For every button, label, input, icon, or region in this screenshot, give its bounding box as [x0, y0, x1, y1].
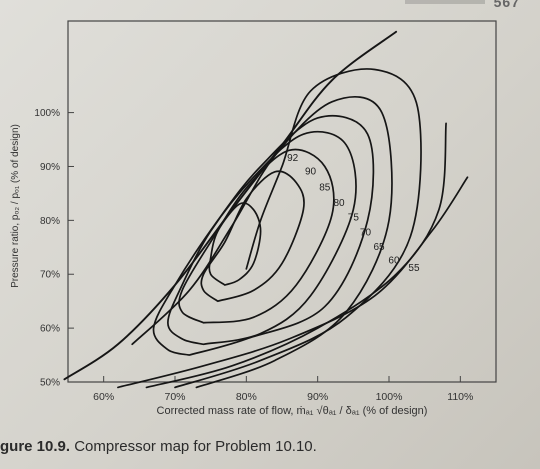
speed-label-70: 70	[360, 227, 372, 238]
x-tick-marks: 60% 70% 80% 90% 100% 110%	[93, 376, 473, 403]
speed-line-85	[178, 148, 335, 324]
speed-line-92	[208, 202, 262, 286]
y-tick-label-1: 60%	[40, 324, 60, 335]
figure-caption: gure 10.9. Compressor map for Problem 10…	[0, 438, 317, 455]
speed-line-60	[145, 122, 447, 389]
page-top-strip	[405, 0, 485, 4]
speed-label-90: 90	[305, 167, 317, 178]
x-tick-label-4: 100%	[376, 391, 403, 403]
y-tick-label-4: 90%	[40, 162, 60, 173]
speed-line-65	[174, 68, 422, 389]
speed-line-55	[117, 176, 469, 389]
figure-caption-label: gure 10.9.	[0, 438, 71, 455]
x-tick-label-0: 60%	[93, 391, 114, 403]
y-tick-label-2: 70%	[40, 270, 60, 281]
speed-line-75	[152, 114, 375, 356]
x-tick-label-2: 80%	[236, 391, 257, 403]
speed-label-75: 75	[348, 212, 360, 223]
speed-line-80	[167, 130, 357, 346]
y-tick-label-0: 50%	[40, 378, 60, 389]
speed-label-60: 60	[388, 255, 400, 266]
plot-frame	[67, 20, 497, 383]
speed-label-55: 55	[408, 263, 420, 274]
surge-line	[63, 30, 398, 381]
x-tick-label-1: 70%	[164, 391, 185, 403]
speed-line-90	[200, 170, 305, 303]
speed-lines-layer	[63, 30, 469, 389]
speed-label-65: 65	[373, 242, 385, 253]
y-tick-label-3: 80%	[40, 216, 60, 227]
speed-label-85: 85	[319, 183, 331, 194]
page-number: 567	[493, 0, 520, 10]
y-tick-label-5: 100%	[34, 108, 60, 119]
figure-caption-text: Compressor map for Problem 10.10.	[70, 438, 317, 455]
speed-line-70	[131, 96, 393, 389]
speed-label-80: 80	[334, 198, 346, 209]
y-axis-label: Pressure ratio, pₒ₂ / pₒ₁ (% of design)	[10, 124, 21, 288]
speed-label-92: 92	[287, 153, 299, 164]
y-tick-marks: 50% 60% 70% 80% 90% 100%	[34, 108, 74, 389]
x-axis-label: Corrected mass rate of flow, ṁₐ₁ √θₐ₁ / …	[157, 405, 428, 417]
x-tick-label-5: 110%	[447, 391, 473, 403]
x-tick-label-3: 90%	[307, 391, 328, 403]
